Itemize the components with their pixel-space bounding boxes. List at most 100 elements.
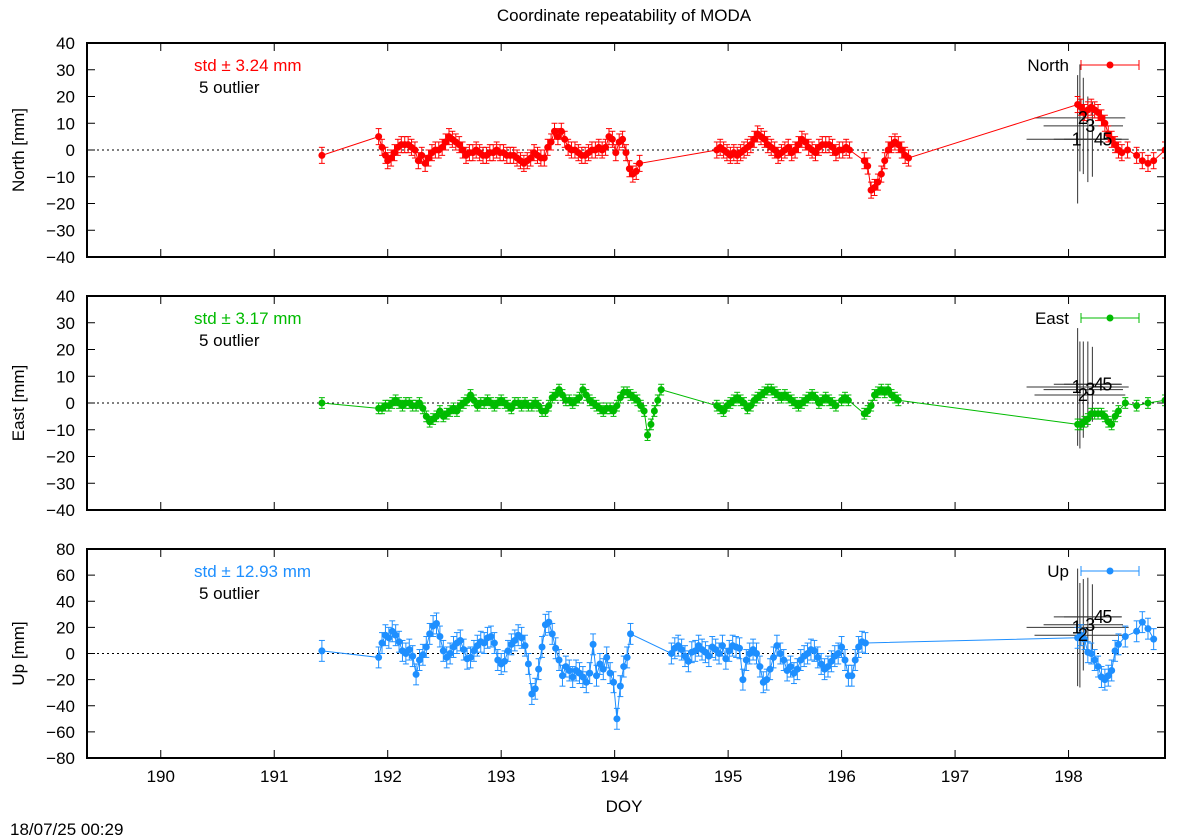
chart-title: Coordinate repeatability of MODA [497, 6, 752, 25]
data-point [705, 652, 713, 660]
data-point [470, 396, 478, 404]
data-point [1111, 141, 1119, 149]
y-tick-label: 40 [56, 34, 75, 53]
data-point [627, 630, 635, 638]
data-point [657, 386, 665, 394]
data-point [881, 157, 889, 165]
data-point [561, 135, 569, 143]
data-point [418, 151, 426, 159]
data-point [1091, 656, 1099, 664]
data-point [490, 639, 498, 647]
data-point [375, 133, 383, 141]
data-point [720, 407, 728, 415]
data-point [575, 394, 583, 402]
data-point [1150, 635, 1158, 643]
data-point [412, 670, 420, 678]
data-point [1087, 650, 1095, 657]
data-point [846, 146, 854, 154]
data-point [776, 650, 784, 657]
data-point [855, 643, 863, 651]
data-point [387, 154, 395, 162]
outlier-count: 5 outlier [199, 331, 260, 350]
y-tick-label: 60 [56, 566, 75, 585]
data-point [861, 639, 869, 647]
data-point [616, 682, 624, 690]
y-tick-label: 0 [66, 394, 75, 413]
data-point [551, 127, 559, 135]
data-point [752, 650, 760, 657]
data-point [385, 634, 393, 642]
data-point [467, 391, 475, 399]
data-point [1108, 420, 1116, 428]
data-point [780, 656, 788, 664]
data-point [432, 619, 440, 627]
data-point [1133, 151, 1141, 159]
y-tick-label: −20 [46, 195, 75, 214]
y-tick-label: 0 [66, 645, 75, 664]
data-point [558, 672, 566, 680]
data-point [725, 647, 733, 655]
data-point [610, 407, 618, 415]
data-point [1101, 119, 1109, 127]
y-tick-label: −40 [46, 697, 75, 716]
data-point [415, 399, 423, 407]
data-point [569, 673, 577, 681]
data-point [613, 715, 621, 723]
data-point [884, 146, 892, 154]
y-axis-label: North [mm] [9, 108, 28, 192]
y-tick-label: −40 [46, 248, 75, 267]
data-point [718, 642, 726, 650]
data-point [558, 391, 566, 399]
y-tick-label: 30 [56, 61, 75, 80]
data-point [810, 647, 818, 655]
data-point [1124, 146, 1132, 154]
data-point [1144, 625, 1152, 633]
data-point [548, 630, 556, 638]
x-tick-label: 194 [600, 767, 628, 786]
data-point [620, 663, 628, 671]
outlier-label: 5 [1102, 374, 1112, 394]
data-point [838, 643, 846, 651]
data-point [395, 638, 403, 646]
data-point [898, 146, 906, 154]
y-tick-label: −10 [46, 421, 75, 440]
data-point [678, 646, 686, 654]
data-point [766, 665, 774, 673]
data-point [409, 652, 417, 660]
data-point [844, 396, 852, 404]
data-point [747, 141, 755, 149]
data-point [1104, 130, 1112, 138]
data-point [541, 407, 549, 415]
data-point [763, 676, 771, 684]
data-point [812, 394, 820, 402]
data-point [877, 170, 885, 178]
x-tick-label: 196 [827, 767, 855, 786]
data-point [841, 656, 849, 664]
data-point [1094, 109, 1102, 117]
data-point [586, 669, 594, 677]
data-point [524, 660, 532, 668]
data-point [610, 678, 618, 686]
data-point [1114, 640, 1122, 648]
data-point [414, 157, 422, 165]
data-point [436, 633, 444, 641]
data-point [1097, 114, 1105, 122]
data-point [507, 404, 515, 412]
data-point [1138, 157, 1146, 165]
data-point [381, 151, 389, 159]
data-point [425, 154, 433, 162]
legend-marker [1106, 314, 1114, 322]
y-tick-label: 80 [56, 540, 75, 559]
data-point [419, 651, 427, 659]
data-point [422, 412, 430, 420]
data-point [684, 657, 692, 665]
data-point [544, 143, 552, 151]
data-point [827, 657, 835, 665]
data-point [814, 653, 822, 661]
x-tick-label: 191 [260, 767, 288, 786]
data-point [834, 650, 842, 657]
data-point [874, 178, 882, 186]
data-point [535, 402, 543, 410]
outlier-label: 3 [1085, 380, 1095, 400]
